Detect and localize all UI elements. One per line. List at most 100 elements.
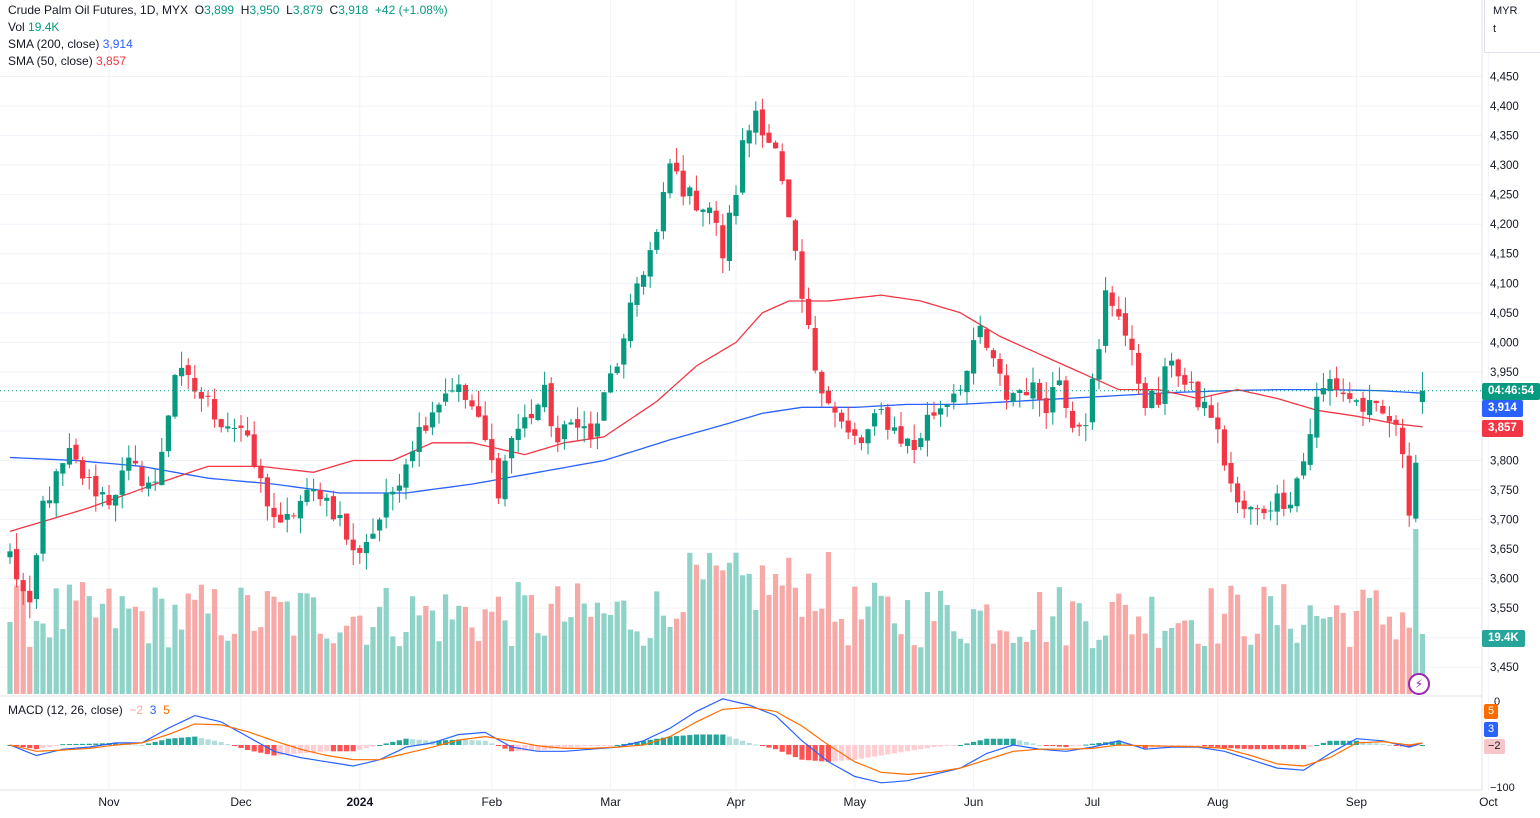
macd-histogram-bar [1195, 745, 1201, 746]
volume-bar [964, 643, 970, 694]
macd-histogram-bar [462, 739, 468, 745]
volume-bar [1030, 629, 1036, 694]
candle-body [924, 414, 930, 441]
macd-histogram-bar [60, 744, 66, 746]
lightning-icon[interactable]: ⚡ [1408, 673, 1430, 695]
price-tick-label: 4,250 [1490, 190, 1519, 202]
symbol-title[interactable]: Crude Palm Oil Futures, 1D, MYX [8, 3, 189, 17]
volume-bar [33, 620, 39, 694]
volume-bar [1010, 642, 1016, 694]
macd-histogram-bar [667, 736, 673, 745]
time-axis[interactable]: Nov Dec 2024 Feb Mar Apr May Jun Jul Aug Sep Oct [98, 795, 1498, 809]
candle-body [443, 393, 449, 402]
volume-bar [905, 600, 911, 694]
candle-body [575, 419, 581, 428]
macd-histogram-bar [1215, 745, 1221, 748]
volume-bar [713, 565, 719, 694]
candle-body [561, 424, 567, 440]
volume-bar [1103, 635, 1109, 694]
macd-histogram-bar [1406, 745, 1412, 748]
macd-histogram-bar [304, 745, 310, 753]
macd-histogram-bar [1056, 745, 1062, 747]
macd-histogram-bar [872, 745, 878, 757]
candlestick-series [7, 98, 1425, 619]
candle-body [1175, 359, 1181, 377]
volume-bar [93, 617, 99, 694]
macd-histogram-bar [726, 736, 732, 745]
macd-histogram-bar [601, 745, 607, 746]
volume-bar [594, 602, 600, 694]
candle-body [568, 422, 574, 425]
price-tick-label: 3,700 [1490, 515, 1519, 527]
volume-bar [1340, 612, 1346, 694]
macd-histogram-bar [1307, 745, 1313, 748]
macd-histogram-bar [581, 745, 587, 747]
macd-histogram-bar [977, 740, 983, 745]
macd-histogram-bar [522, 745, 528, 751]
macd-histogram-bar [363, 745, 369, 749]
candle-body [264, 477, 270, 507]
time-tick-label: Jul [1085, 795, 1100, 809]
volume-legend[interactable]: Vol 19.4K [8, 20, 60, 34]
macd-histogram-bar [172, 738, 178, 745]
macd-legend[interactable]: MACD (12, 26, close) −2 3 5 [8, 703, 170, 717]
candle-body [733, 195, 739, 217]
candle-body [614, 366, 620, 374]
candle-body [60, 463, 66, 474]
volume-bar [825, 551, 831, 694]
candle-body [1195, 381, 1201, 408]
candle-body [185, 365, 191, 375]
macd-pane [0, 695, 1482, 791]
candle-body [1360, 397, 1366, 412]
macd-histogram-bar [205, 739, 211, 745]
macd-histogram-bar [324, 745, 330, 752]
ohlc-row: Crude Palm Oil Futures, 1D, MYX O3,899 H… [8, 3, 448, 17]
candle-body [317, 489, 323, 500]
volume-bar [779, 585, 785, 694]
macd-histogram-bar [436, 740, 442, 745]
currency-label[interactable]: MYR [1493, 5, 1518, 17]
sma50-legend[interactable]: SMA (50, close) 3,857 [8, 54, 127, 68]
macd-histogram-bar [588, 745, 594, 746]
candle-body [627, 302, 633, 342]
candle-body [852, 429, 858, 436]
volume-bar [865, 606, 871, 694]
volume-bar [1294, 642, 1300, 694]
candle-body [482, 415, 488, 441]
macd-histogram-bar [924, 745, 930, 749]
macd-histogram-bar [786, 745, 792, 755]
candle-body [740, 140, 746, 193]
sma200-legend[interactable]: SMA (200, close) 3,914 [8, 37, 133, 51]
candle-body [1023, 392, 1029, 396]
unit-label[interactable]: t [1493, 23, 1497, 35]
candle-body [1294, 478, 1300, 507]
macd-histogram-bar [542, 745, 548, 750]
volume-bar [27, 646, 33, 694]
candle-body [1169, 360, 1175, 366]
macd-histogram-bar [852, 745, 858, 760]
volume-bar [1162, 630, 1168, 694]
macd-histogram-bar [231, 745, 237, 747]
macd-histogram-bar [245, 745, 251, 751]
candle-body [1373, 400, 1379, 404]
macd-histogram-bar [1367, 742, 1373, 745]
candle-body [938, 408, 944, 415]
volume-bar [654, 591, 660, 694]
candle-body [1004, 375, 1010, 400]
candle-body [693, 190, 699, 211]
volume-bar [601, 613, 607, 694]
candle-body [753, 110, 759, 133]
volume-bar [436, 641, 442, 694]
macd-hist-value: −2 [129, 703, 144, 717]
currency-unit-selector[interactable]: MYR t [1484, 0, 1540, 53]
volume-bar [1360, 589, 1366, 694]
macd-histogram-bar [403, 738, 409, 745]
price-tick-label: 3,950 [1490, 367, 1519, 379]
candle-body [1274, 493, 1280, 512]
macd-histogram-bar [951, 745, 957, 746]
volume-bar [132, 606, 138, 694]
volume-bar [977, 610, 983, 694]
candle-body [218, 419, 224, 428]
candle-body [799, 251, 805, 299]
